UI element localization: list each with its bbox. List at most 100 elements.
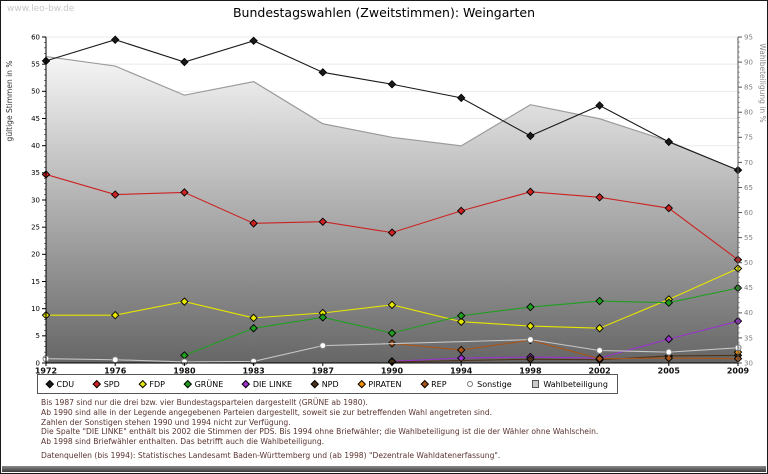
svg-text:70: 70 [744, 159, 753, 167]
x-tick-2002: 2002 [588, 367, 610, 376]
legend-item-Sonstige: Sonstige [466, 379, 512, 389]
x-tick-1994: 1994 [450, 367, 473, 376]
legend-item-DIE-LINKE: DIE LINKE [242, 379, 293, 389]
point-CDU-1990 [387, 80, 397, 89]
point-GRÜNE-1983 [249, 323, 258, 333]
svg-text:65: 65 [744, 184, 753, 192]
point-CDU-1983 [249, 36, 258, 46]
legend-label: CDU [56, 379, 75, 389]
point-SPD-2005 [664, 203, 674, 213]
point-DIE-LINKE-2005 [664, 334, 674, 344]
legend-label: GRÜNE [194, 379, 224, 389]
series-Sonstige [42, 336, 742, 366]
svg-text:35: 35 [744, 334, 753, 342]
footnote-line: Bis 1987 sind nur die drei bzw. vier Bun… [41, 398, 368, 407]
point-SPD-1987 [318, 217, 328, 226]
point-REP-2002 [595, 354, 604, 363]
legend-item-CDU: CDU [45, 379, 75, 389]
svg-text:10: 10 [31, 305, 40, 313]
svg-text:30: 30 [744, 359, 753, 367]
series-GRÜNE [180, 283, 743, 360]
diamond-marker-icon [242, 380, 250, 388]
point-GRÜNE-2002 [595, 296, 604, 306]
legend-label: SPD [103, 379, 120, 389]
datasources-line: Datenquellen (bis 1994): Statistisches L… [41, 451, 501, 460]
point-Sonstige-1998 [526, 336, 534, 344]
legend-item-SPD: SPD [93, 379, 120, 389]
svg-text:95: 95 [744, 33, 753, 41]
svg-text:35: 35 [31, 169, 40, 177]
svg-text:40: 40 [31, 142, 40, 150]
point-Sonstige-2005 [665, 348, 673, 356]
svg-text:15: 15 [31, 278, 40, 286]
legend-label: FDP [149, 379, 165, 389]
diamond-marker-icon [93, 380, 101, 388]
x-tick-1972: 1972 [35, 367, 57, 376]
left-axis-label: gültige Stimmen in % [5, 61, 14, 142]
point-CDU-2002 [595, 101, 604, 110]
point-Sonstige-1976 [111, 356, 119, 364]
x-tick-1987: 1987 [312, 367, 334, 376]
footnote-line: Ab 1998 sind Briefwähler enthalten. Das … [41, 437, 325, 447]
svg-text:85: 85 [744, 84, 753, 92]
axes: 0 5 10 15 20 25 30 35 40 45 50 55 60 30 35 40 45 50 55 60 65… [5, 33, 767, 375]
chart-legend: CDU SPD FDP GRÜNE DIE LINKE NPD PIRATEN REP Sons… [37, 374, 618, 394]
diamond-marker-icon [45, 380, 54, 388]
legend-label: REP [431, 379, 447, 389]
point-CDU-1980 [180, 57, 189, 67]
square-marker-icon [531, 380, 540, 388]
svg-text:0: 0 [36, 359, 40, 367]
footnotes-block: Bis 1987 sind nur die drei bzw. vier Bun… [41, 398, 598, 447]
point-GRÜNE-2005 [664, 298, 674, 307]
point-SPD-1980 [180, 188, 189, 197]
point-CDU-1998 [526, 131, 535, 141]
footnote-line: Zahlen der Sonstigen stehen 1990 und 199… [41, 417, 291, 427]
legend-item-Wahlbeteiligung: Wahlbeteiligung [531, 380, 608, 389]
point-Sonstige-1987 [319, 342, 327, 350]
legend-label: PIRATEN [368, 379, 402, 389]
point-REP-1994 [456, 345, 466, 355]
point-DIE-LINKE-1994 [456, 353, 466, 363]
watermark-url: www.leo-bw.de [7, 4, 75, 14]
point-SPD-1998 [526, 187, 535, 197]
point-CDU-1987 [318, 68, 328, 77]
circle-marker-icon [466, 380, 474, 388]
diamond-marker-icon [311, 380, 319, 388]
svg-text:50: 50 [744, 259, 753, 267]
point-GRÜNE-1998 [526, 302, 535, 312]
point-FDP-1994 [456, 317, 466, 326]
point-SPD-1976 [110, 190, 120, 199]
diamond-marker-icon [183, 380, 192, 388]
svg-text:25: 25 [31, 224, 40, 232]
point-SPD-2002 [595, 193, 604, 202]
point-FDP-1983 [249, 313, 258, 323]
svg-text:60: 60 [31, 33, 40, 41]
legend-label: NPD [321, 379, 339, 389]
legend-label: DIE LINKE [252, 379, 293, 389]
point-SPD-1994 [456, 206, 466, 216]
point-CDU-1994 [456, 93, 466, 103]
chart-title: Bundestagswahlen (Zweitstimmen): Weingar… [232, 5, 536, 20]
svg-text:55: 55 [31, 61, 40, 69]
x-tick-1976: 1976 [104, 367, 127, 376]
legend-item-REP: REP [420, 379, 447, 389]
point-FDP-1976 [110, 310, 120, 320]
diamond-marker-icon [420, 380, 429, 388]
svg-text:45: 45 [31, 115, 40, 123]
diamond-marker-icon [357, 380, 366, 388]
svg-text:45: 45 [744, 284, 753, 292]
point-GRÜNE-1987 [318, 313, 328, 322]
x-tick-1980: 1980 [173, 367, 196, 376]
svg-text:20: 20 [31, 251, 40, 259]
point-CDU-2005 [664, 137, 674, 147]
point-FDP-2002 [595, 323, 604, 333]
point-CDU-1976 [110, 35, 120, 44]
legend-label: Sonstige [477, 379, 512, 389]
x-tick-1998: 1998 [519, 367, 542, 376]
svg-text:50: 50 [31, 88, 40, 96]
legend-item-PIRATEN: PIRATEN [357, 379, 402, 389]
svg-text:75: 75 [744, 134, 753, 142]
svg-text:90: 90 [744, 58, 753, 66]
